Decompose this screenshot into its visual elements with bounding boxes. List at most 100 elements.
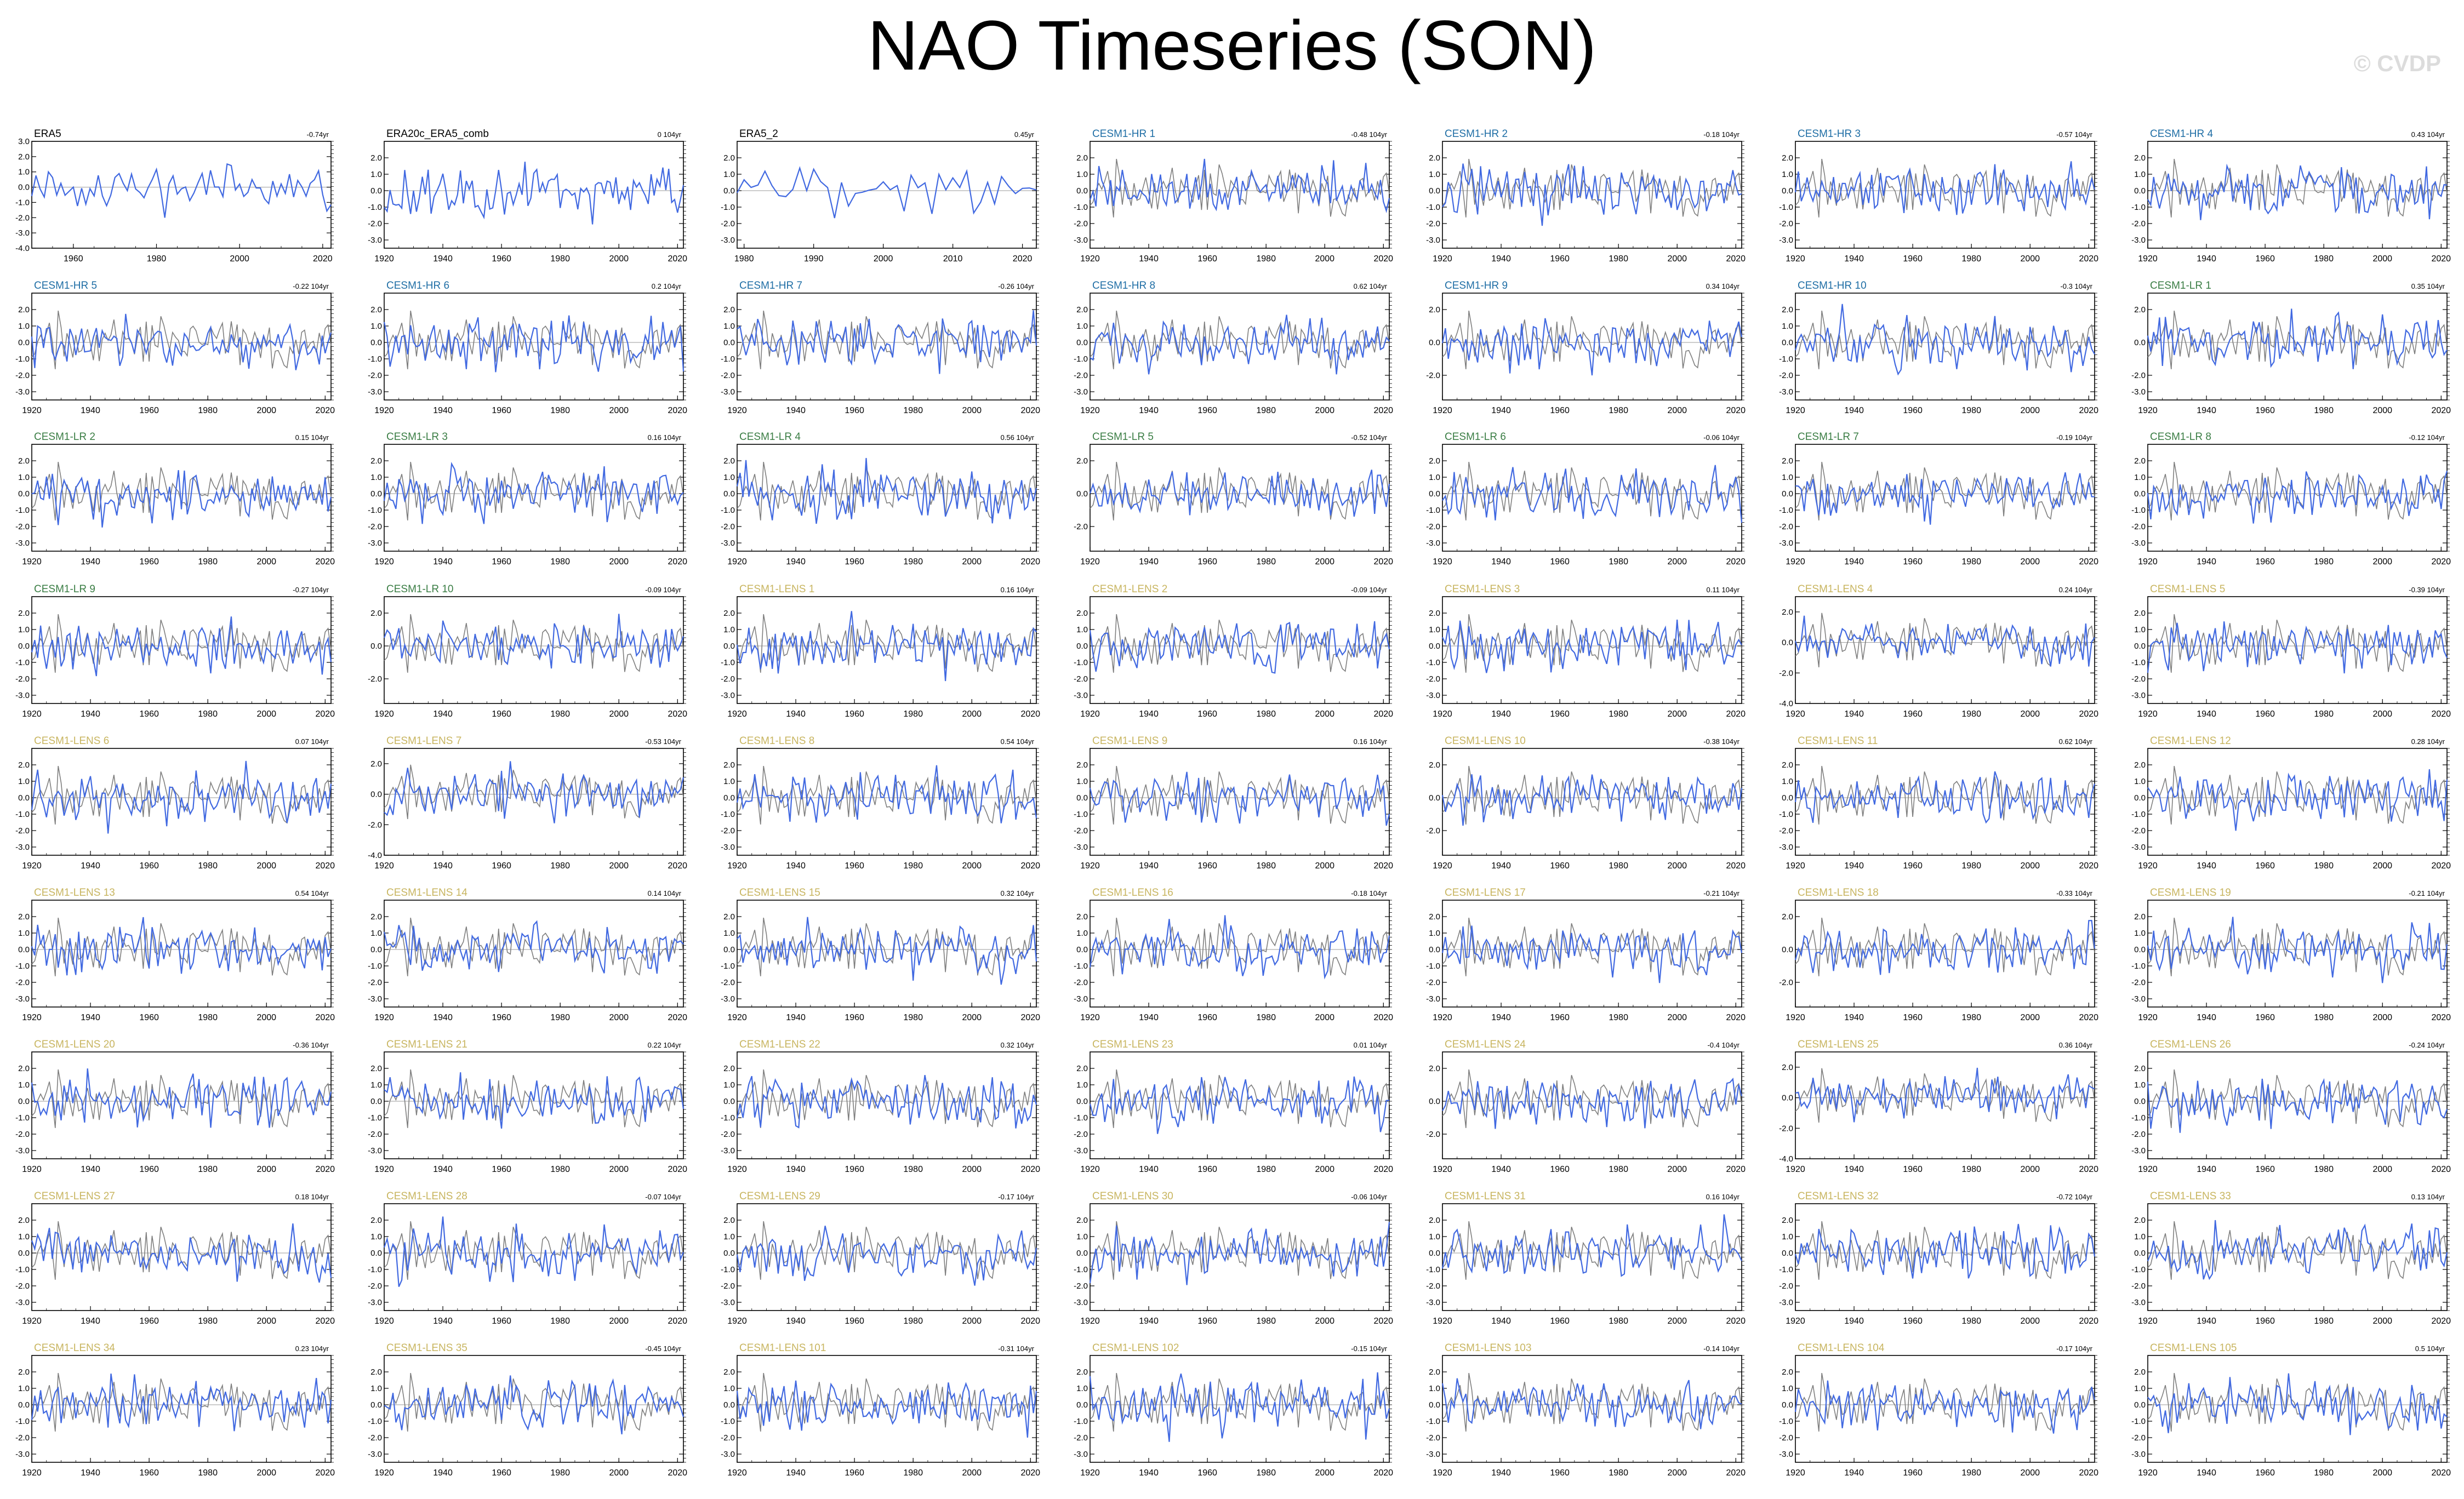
y-tick-label: -2.0 xyxy=(1779,1281,1793,1291)
nao-series-line xyxy=(2147,471,2448,524)
y-tick-label: 2.0 xyxy=(370,609,382,618)
trend-label: 0.13 104yr xyxy=(2411,1193,2445,1201)
x-tick-label: 1980 xyxy=(1256,861,1276,871)
y-tick-label: -2.0 xyxy=(368,522,382,531)
x-tick-label: 2020 xyxy=(1373,557,1393,567)
nao-panel: CESM1-LENS 22 0.32 104yr 2.0 1.0 0.0 -1.0 -2.0… xyxy=(721,1039,1040,1174)
y-tick-label: -3.0 xyxy=(1074,387,1088,397)
x-tick-label: 1960 xyxy=(492,710,511,719)
x-tick-label: 1960 xyxy=(1550,710,1570,719)
y-tick-label: -2.0 xyxy=(368,1281,382,1291)
y-tick-label: -1.0 xyxy=(1779,354,1793,364)
x-tick-label: 1920 xyxy=(1080,1468,1100,1478)
y-tick-label: 1.0 xyxy=(2134,1080,2146,1090)
x-tick-label: 1920 xyxy=(727,406,747,415)
y-tick-label: 2.0 xyxy=(1429,305,1440,314)
x-tick-label: 1960 xyxy=(845,557,864,567)
x-tick-label: 2020 xyxy=(2431,254,2451,264)
obs-series-line xyxy=(384,461,684,520)
y-tick-label: 0.0 xyxy=(1782,1094,1793,1103)
plot-frame xyxy=(1442,596,1742,704)
x-tick-label: 1960 xyxy=(139,557,159,567)
y-tick-label: -1.0 xyxy=(721,1113,735,1123)
y-tick-label: -2.0 xyxy=(1074,219,1088,228)
nao-series-line xyxy=(2147,308,2448,369)
nao-panel: CESM1-LENS 102 -0.15 104yr 2.0 1.0 0.0 -1.0 -2… xyxy=(1074,1342,1393,1478)
x-tick-label: 1980 xyxy=(1609,1165,1628,1174)
y-tick-label: -2.0 xyxy=(368,1433,382,1443)
x-tick-label: 1960 xyxy=(139,406,159,415)
nao-series-line xyxy=(736,765,1037,823)
obs-series-line xyxy=(1442,158,1742,218)
x-tick-label: 1920 xyxy=(2138,557,2158,567)
x-tick-label: 1940 xyxy=(433,1317,453,1326)
y-tick-label: 0.0 xyxy=(1782,338,1793,347)
panel-title: CESM1-LENS 24 xyxy=(1445,1039,1526,1050)
x-tick-label: 1920 xyxy=(1433,557,1452,567)
x-tick-label: 1940 xyxy=(2197,1165,2216,1174)
x-tick-label: 1920 xyxy=(1433,710,1452,719)
trend-label: -0.57 104yr xyxy=(2056,130,2092,139)
panel-title: CESM1-LENS 27 xyxy=(34,1191,115,1202)
x-tick-label: 1940 xyxy=(1491,557,1511,567)
y-tick-label: -3.0 xyxy=(368,1450,382,1459)
y-tick-label: -3.0 xyxy=(721,1450,735,1459)
y-tick-label: -3.0 xyxy=(15,387,30,397)
x-tick-label: 2020 xyxy=(668,254,687,264)
y-tick-label: 2.0 xyxy=(370,1368,382,1377)
x-tick-label: 1940 xyxy=(1844,1013,1864,1022)
plot-frame xyxy=(1795,293,2095,401)
obs-series-line xyxy=(737,310,1037,369)
y-tick-label: 2.0 xyxy=(1076,1216,1088,1225)
y-tick-label: 0.0 xyxy=(2134,945,2146,954)
x-tick-label: 2000 xyxy=(1667,1165,1687,1174)
y-tick-label: 2.0 xyxy=(18,456,30,466)
x-tick-label: 2020 xyxy=(1373,254,1393,264)
panel-title: CESM1-LR 9 xyxy=(34,583,95,595)
trend-label: -0.09 104yr xyxy=(1351,586,1387,594)
x-tick-label: 1980 xyxy=(198,557,218,567)
x-tick-label: 1920 xyxy=(1080,406,1100,415)
y-tick-label: -1.0 xyxy=(1779,203,1793,212)
trend-label: 0.32 104yr xyxy=(1001,889,1035,897)
x-tick-label: 1980 xyxy=(1256,1317,1276,1326)
x-tick-label: 2000 xyxy=(609,406,629,415)
panel-title: CESM1-LENS 34 xyxy=(34,1342,115,1354)
panel-title: CESM1-LENS 6 xyxy=(34,735,109,747)
y-tick-label: -2.0 xyxy=(1074,1130,1088,1139)
figure-title: NAO Timeseries (SON) xyxy=(868,7,1596,85)
x-tick-label: 1960 xyxy=(1903,1013,1923,1022)
y-tick-label: -1.0 xyxy=(1426,203,1440,212)
x-tick-label: 1920 xyxy=(22,1317,42,1326)
y-tick-label: 1.0 xyxy=(1429,929,1440,938)
x-tick-label: 2000 xyxy=(256,406,276,415)
x-tick-label: 2000 xyxy=(256,1013,276,1022)
nao-panel: CESM1-LENS 21 0.22 104yr 2.0 1.0 0.0 -1.0 -2.0… xyxy=(368,1039,687,1174)
nao-series-line xyxy=(383,461,684,524)
nao-panel: CESM1-LENS 7 -0.53 104yr 2.0 0.0 -2.0 -4.0192… xyxy=(368,735,687,871)
nao-series-line xyxy=(2147,769,2448,831)
y-tick-label: 0.0 xyxy=(370,186,382,196)
x-tick-label: 1960 xyxy=(1550,861,1570,871)
nao-panel: CESM1-HR 5 -0.22 104yr 2.0 1.0 0.0 -1.0 -2.0 -3… xyxy=(15,280,335,415)
x-tick-label: 1920 xyxy=(2138,406,2158,415)
x-tick-label: 1940 xyxy=(786,1468,806,1478)
x-tick-label: 2020 xyxy=(1726,710,1746,719)
y-tick-label: 1.0 xyxy=(1782,322,1793,331)
x-tick-label: 1980 xyxy=(1609,254,1628,264)
y-tick-label: -2.0 xyxy=(1779,826,1793,836)
x-tick-label: 1980 xyxy=(1256,254,1276,264)
x-tick-label: 2000 xyxy=(2372,710,2392,719)
trend-label: -0.45 104yr xyxy=(645,1344,681,1353)
y-tick-label: 1.0 xyxy=(1076,322,1088,331)
x-tick-label: 1960 xyxy=(492,1165,511,1174)
y-tick-label: 1.0 xyxy=(1076,1232,1088,1241)
panel-title: CESM1-HR 3 xyxy=(1798,128,1861,140)
y-tick-label: -3.0 xyxy=(15,228,30,238)
nao-series-line xyxy=(31,917,332,976)
y-tick-label: 0.0 xyxy=(2134,186,2146,196)
trend-label: 0.32 104yr xyxy=(1001,1041,1035,1049)
y-tick-label: 2.0 xyxy=(2134,153,2146,163)
y-tick-label: 2.0 xyxy=(1782,912,1793,922)
x-tick-label: 2000 xyxy=(2020,710,2040,719)
